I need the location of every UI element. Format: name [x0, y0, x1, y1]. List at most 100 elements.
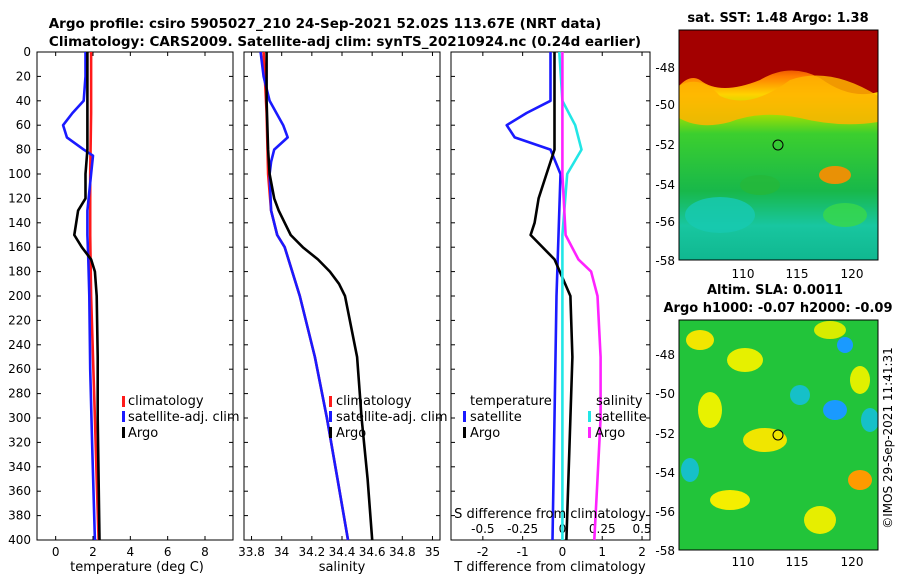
sla-map-frame: [678, 319, 879, 551]
y-tick-label: 140: [8, 216, 31, 230]
x-tick-label: 34: [274, 545, 289, 559]
sla-map-title-line2: Argo h1000: -0.07 h2000: -0.09: [663, 301, 892, 316]
legend-satellite-label: satellite-adj. clim: [128, 410, 240, 425]
s-tick-label: 0.5: [632, 522, 651, 536]
y-tick-label: 380: [8, 509, 31, 523]
sla-xtick: 110: [732, 555, 755, 569]
sla-ytick: -58: [655, 544, 675, 558]
x-tick-label: 8: [201, 545, 209, 559]
x-tick-label: 2: [89, 545, 97, 559]
legend-argo-swatch: [122, 427, 125, 438]
y-tick-label: 300: [8, 411, 31, 425]
y-tick-label: 60: [16, 118, 31, 132]
legend-t-argo-label: Argo: [470, 426, 500, 441]
series-line-s-argo: [561, 52, 602, 541]
y-tick-label: 120: [8, 191, 31, 205]
legend-satellite-swatch: [329, 411, 332, 422]
sst-xtick: 110: [732, 267, 755, 281]
salinity-legend: climatology satellite-adj. clim Argo: [329, 394, 448, 441]
x-tick-label: 34.6: [359, 545, 386, 559]
sst-map-panel: sat. SST: 1.48 Argo: 1.38 -48 -50 -52 -5…: [655, 11, 879, 281]
y-tick-label: 200: [8, 289, 31, 303]
sst-map-image: [679, 30, 878, 260]
legend-argo-label: Argo: [336, 426, 366, 441]
sst-ytick: -56: [655, 215, 675, 229]
y-tick-label: 180: [8, 265, 31, 279]
series-line-t-argo: [529, 52, 574, 541]
legend-argo-swatch: [329, 427, 332, 438]
legend-t-satellite-swatch: [463, 411, 466, 422]
s-tick-label: -0.5: [471, 522, 494, 536]
y-tick-label: 320: [8, 435, 31, 449]
sst-ytick: -50: [655, 98, 675, 112]
x-tick-label: 1: [598, 545, 606, 559]
temperature-axes-box: [36, 51, 234, 541]
sla-ytick: -50: [655, 387, 675, 401]
temperature-lines: [61, 52, 101, 541]
imos-watermark: ©IMOS 29-Sep-2021 11:41:31: [881, 347, 895, 529]
legend-s-argo-label: Argo: [595, 426, 625, 441]
sst-ytick: -48: [655, 61, 675, 75]
legend-s-satellite-label: satellite: [595, 410, 647, 425]
legend-salinity-title: salinity: [596, 394, 643, 409]
sst-map-title: sat. SST: 1.48 Argo: 1.38: [687, 11, 868, 26]
sst-map-frame: [678, 29, 879, 261]
series-line-t-satellite: [505, 52, 562, 541]
series-line-climatology: [88, 52, 100, 541]
y-tick-label: 280: [8, 387, 31, 401]
legend-climatology-swatch: [122, 396, 125, 407]
sst-ytick: -58: [655, 254, 675, 268]
figure-title-line1: Argo profile: csiro 5905027_210 24-Sep-2…: [49, 16, 602, 32]
salinity-tick-labels: 33.8 34 34.2 34.4 34.6 34.8 35: [238, 51, 440, 559]
series-line-s-satellite: [558, 51, 583, 540]
y-tick-label: 220: [8, 313, 31, 327]
x-tick-label: 34.4: [329, 545, 356, 559]
legend-s-argo-swatch: [588, 427, 591, 438]
legend-argo-label: Argo: [128, 426, 158, 441]
series-line-satellite-adj-clim: [61, 52, 97, 541]
figure-title-line2: Climatology: CARS2009. Satellite-adj cli…: [49, 34, 641, 50]
salinity-panel: 33.8 34 34.2 34.4 34.6 34.8 35 salinity climat…: [238, 51, 448, 575]
y-tick-label: 360: [8, 484, 31, 498]
temperature-panel: 0204060801001201401601802002202402602803…: [8, 45, 240, 575]
sla-ytick: -56: [655, 505, 675, 519]
legend-t-satellite-label: satellite: [470, 410, 522, 425]
x-tick-label: 34.2: [298, 545, 325, 559]
x-tick-label: -2: [477, 545, 489, 559]
y-tick-label: 20: [16, 69, 31, 83]
legend-climatology-swatch: [329, 396, 332, 407]
y-tick-label: 160: [8, 240, 31, 254]
sst-xtick: 115: [786, 267, 809, 281]
s-tick-label: -0.25: [507, 522, 538, 536]
sst-ytick: -54: [655, 178, 675, 192]
x-tick-label: 6: [164, 545, 172, 559]
sst-ytick: -52: [655, 138, 675, 152]
sla-ytick: -48: [655, 348, 675, 362]
y-tick-label: 0: [23, 45, 31, 59]
temperature-x-label: temperature (deg C): [70, 560, 204, 575]
sla-map-panel: Altim. SLA: 0.0011 Argo h1000: -0.07 h20…: [655, 283, 892, 569]
legend-climatology-label: climatology: [336, 394, 412, 409]
depth-tick-labels: 0 20 40 60 80 100 120 140 160 180 200 220 240 260 280 3…: [8, 45, 31, 547]
difference-panel: -2 -1 0 1 2 -0.5 -0.25 0 0.25 0.5 S difference f…: [450, 51, 652, 575]
s-difference-label: S difference from climatology: [454, 507, 646, 522]
t-difference-tick-labels: -2 -1 0 1 2: [451, 51, 650, 559]
y-tick-label: 400: [8, 533, 31, 547]
difference-lines: [505, 51, 602, 541]
y-tick-label: 40: [16, 94, 31, 108]
difference-legend: temperature salinity satellite Argo sate…: [463, 394, 647, 441]
series-line-argo: [73, 52, 101, 541]
x-tick-label: -1: [517, 545, 529, 559]
sla-xtick: 115: [786, 555, 809, 569]
x-tick-label: 35: [425, 545, 440, 559]
legend-s-satellite-swatch: [588, 411, 591, 422]
legend-satellite-swatch: [122, 411, 125, 422]
legend-climatology-label: climatology: [128, 394, 204, 409]
y-tick-label: 100: [8, 167, 31, 181]
y-tick-label: 80: [16, 143, 31, 157]
y-tick-label: 260: [8, 362, 31, 376]
salinity-axes-box: [243, 51, 441, 541]
legend-t-argo-swatch: [463, 427, 466, 438]
x-tick-label: 0: [52, 545, 60, 559]
temperature-tick-labels: 0 2 4 6 8: [37, 51, 233, 559]
